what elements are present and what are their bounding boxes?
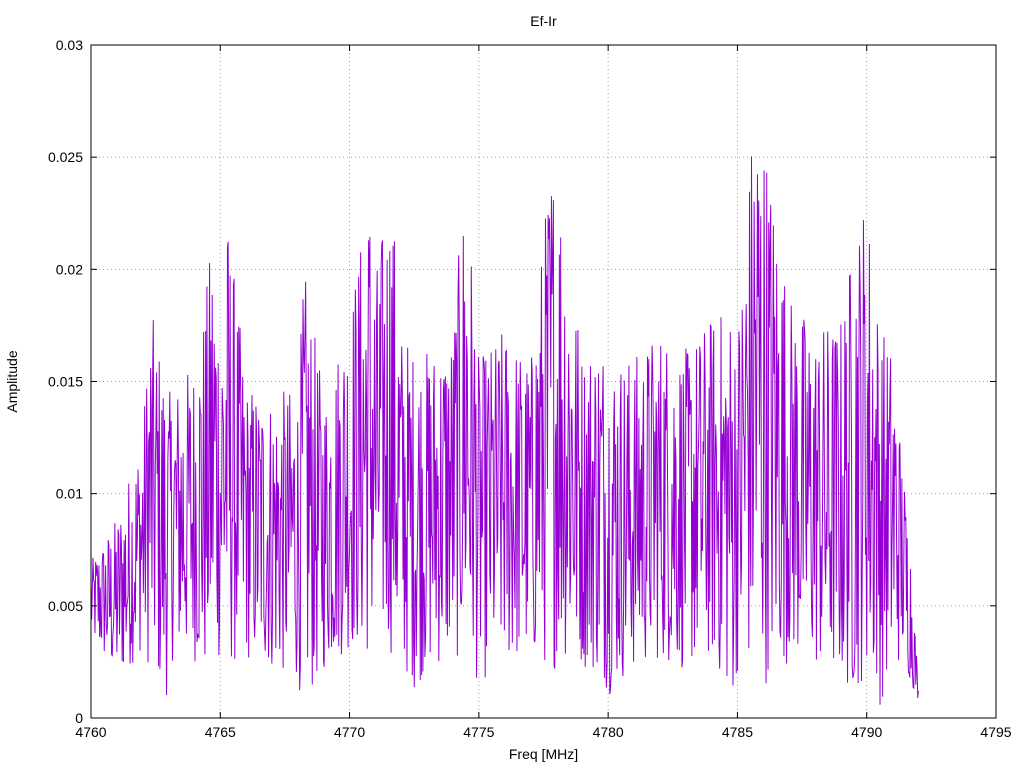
y-tick-label: 0.025 [48,149,83,165]
ticks: 4760 4765 4770 4775 4780 4785 4790 4795 0 0.005 0.… [48,37,1012,740]
y-tick-label: 0.015 [48,374,83,390]
x-tick-label: 4770 [334,724,365,740]
series-layer [90,156,919,705]
chart-title: Ef-Ir [530,13,557,29]
x-tick-label: 4775 [463,724,494,740]
x-tick-label: 4780 [593,724,624,740]
y-tick-label: 0.03 [56,37,83,53]
x-tick-label: 4765 [205,724,236,740]
y-tick-label: 0 [75,710,83,726]
y-tick-label: 0.01 [56,486,83,502]
x-tick-label: 4760 [75,724,106,740]
x-axis-label: Freq [MHz] [509,746,578,762]
x-tick-label: 4795 [980,724,1011,740]
x-tick-label: 4790 [851,724,882,740]
series-line [90,156,919,705]
y-tick-label: 0.02 [56,261,83,277]
y-axis-label: Amplitude [4,350,20,412]
y-tick-label: 0.005 [48,598,83,614]
x-tick-label: 4785 [722,724,753,740]
